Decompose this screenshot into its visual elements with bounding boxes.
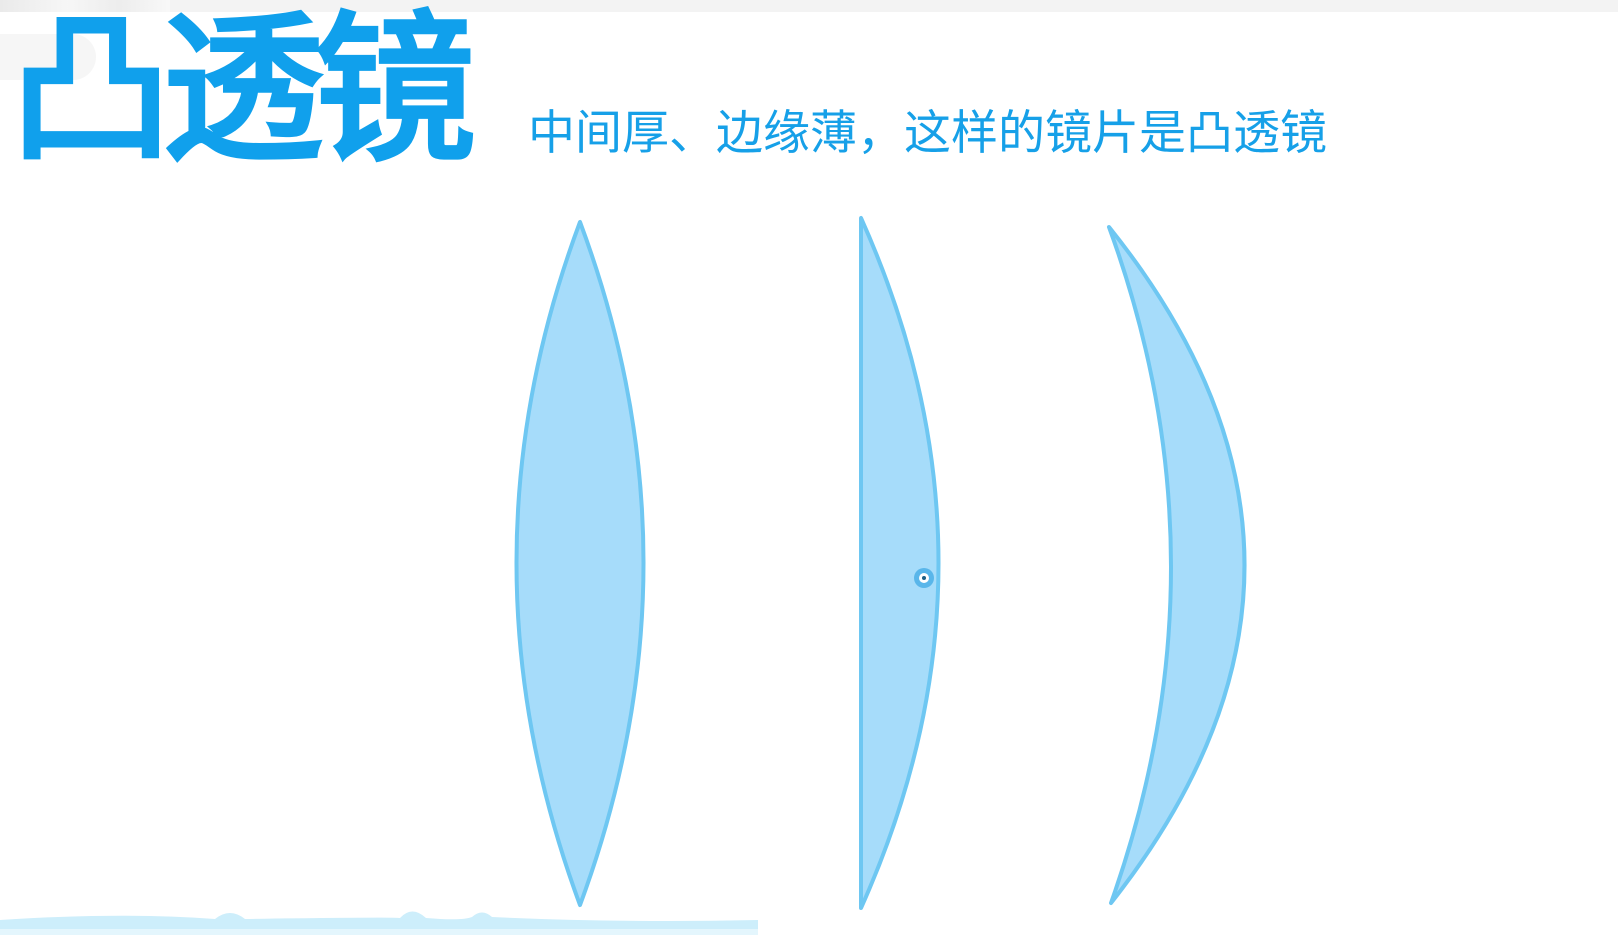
- plano-convex-lens: [859, 216, 941, 910]
- top-artifact: [0, 0, 170, 12]
- biconvex-lens: [514, 220, 646, 907]
- bottom-decoration: [0, 911, 758, 935]
- corner-mark: [0, 34, 96, 80]
- page-subtitle: 中间厚、边缘薄，这样的镜片是凸透镜: [528, 106, 1327, 161]
- top-band: [0, 0, 1618, 12]
- page-title: 凸透镜: [10, 0, 476, 185]
- cursor-icon: [914, 568, 934, 588]
- convex-meniscus-lens: [1107, 225, 1247, 905]
